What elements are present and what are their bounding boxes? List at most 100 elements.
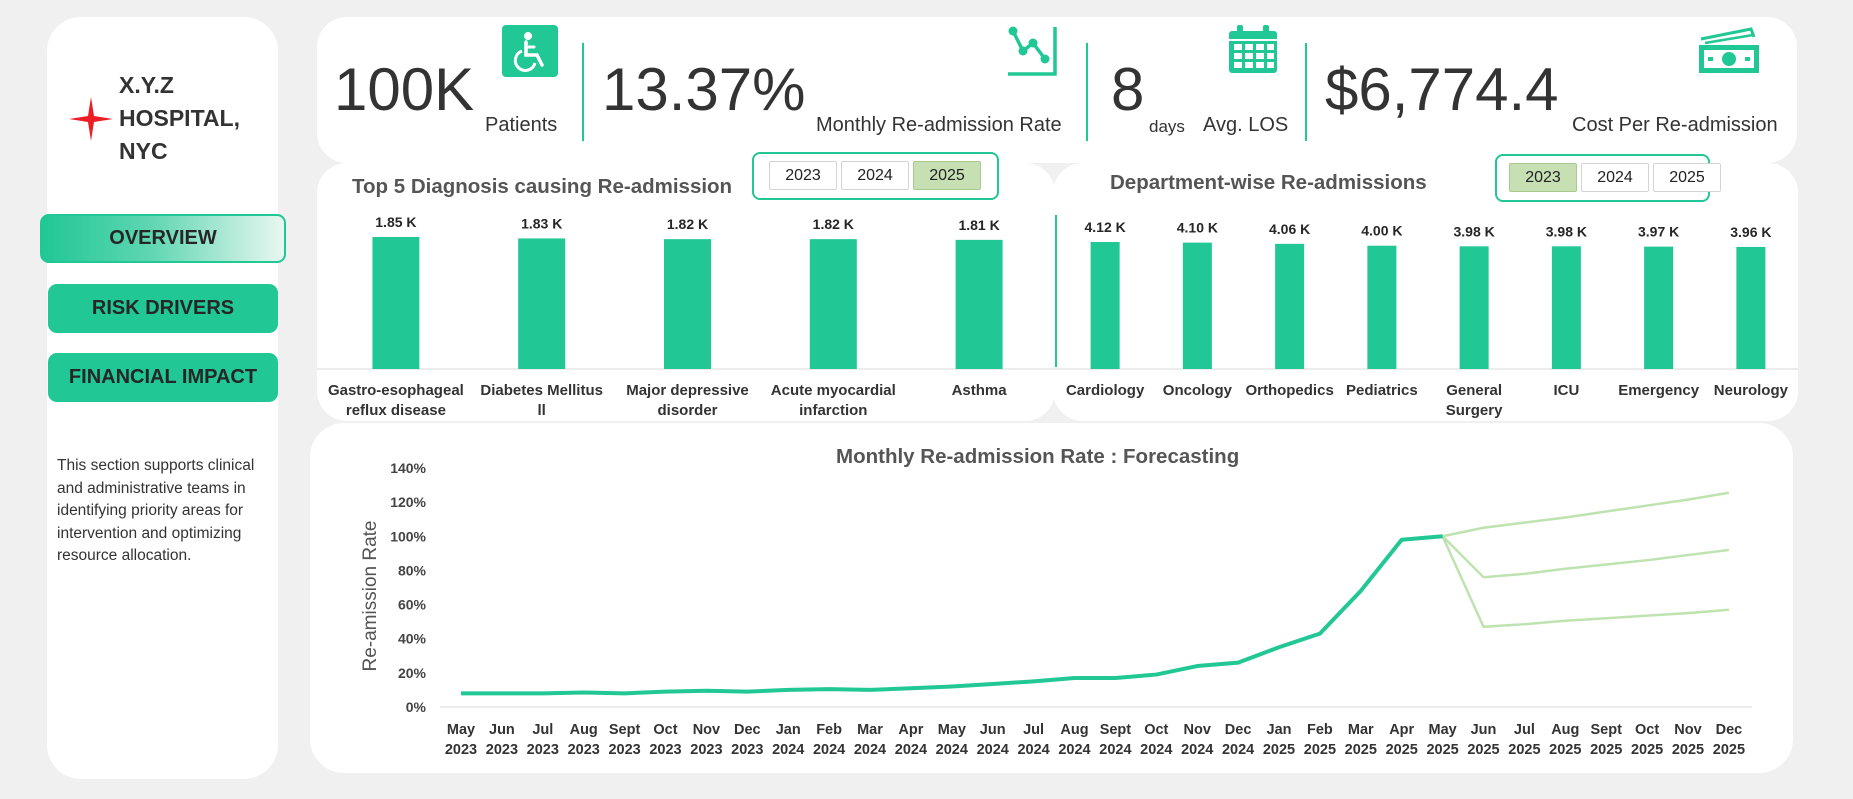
x-tick-month: Aug xyxy=(1551,722,1579,738)
x-tick-month: Jun xyxy=(1471,722,1497,738)
bar[interactable] xyxy=(1736,246,1766,369)
bar-data-label: 1.82 K xyxy=(813,216,854,232)
x-tick-year: 2023 xyxy=(486,742,518,758)
sidebar: X.Y.Z HOSPITAL, NYC OVERVIEW RISK DRIVER… xyxy=(40,17,286,779)
x-tick-month: Mar xyxy=(1348,722,1374,738)
category-label: reflux disease xyxy=(346,402,446,419)
readmission-rate-label: Monthly Re-admission Rate xyxy=(816,114,1062,136)
forecast-lower-bound-line xyxy=(1441,535,1730,629)
x-tick-year: 2023 xyxy=(649,742,681,758)
department-slicer-2025[interactable]: 2025 xyxy=(1653,163,1721,192)
x-tick-month: Sept xyxy=(609,722,641,738)
category-label: Surgery xyxy=(1446,402,1503,419)
x-tick-year: 2025 xyxy=(1713,742,1745,758)
department-bar-chart: 4.12 K Cardiology 4.10 K Oncology 4.06 K Orth… xyxy=(1053,215,1798,419)
diagnosis-year-slicer: 2023 2024 2025 xyxy=(752,152,999,200)
diagnosis-slicer-2024[interactable]: 2024 xyxy=(841,161,909,190)
x-tick-year: 2024 xyxy=(1181,742,1213,758)
x-tick-year: 2024 xyxy=(895,742,927,758)
patients-value: 100K xyxy=(334,56,475,123)
x-tick-month: Nov xyxy=(693,722,720,738)
bar[interactable] xyxy=(1182,242,1212,369)
x-tick-year: 2024 xyxy=(772,742,804,758)
x-tick-month: Apr xyxy=(898,722,923,738)
avg-los-unit: days xyxy=(1149,117,1185,136)
diagnosis-chart-title: Top 5 Diagnosis causing Re-admission xyxy=(352,175,733,198)
x-tick-month: Oct xyxy=(1144,722,1168,738)
bar[interactable] xyxy=(1090,242,1120,369)
y-tick-label: 140% xyxy=(390,460,426,476)
x-tick-month: Aug xyxy=(570,722,598,738)
x-tick-month: Sept xyxy=(1100,722,1132,738)
nav-overview-button[interactable]: OVERVIEW xyxy=(40,214,286,263)
diagnosis-slicer-2023[interactable]: 2023 xyxy=(769,161,837,190)
diagnosis-bar-chart: 1.85 K Gastro-esophageal reflux disease 1.8… xyxy=(317,214,1055,419)
kpi-bar: 100K Patients 13.37% Monthly Re-admissio… xyxy=(317,17,1797,163)
bar[interactable] xyxy=(372,237,420,369)
x-tick-month: Nov xyxy=(1183,722,1210,738)
y-tick-label: 60% xyxy=(398,597,427,613)
hospital-star-logo-icon xyxy=(69,97,113,141)
department-chart-panel: Department-wise Re-admissions 2023 2024 … xyxy=(1053,154,1798,421)
y-tick-label: 100% xyxy=(390,528,426,544)
bar[interactable] xyxy=(1644,246,1674,369)
forecast-chart-title: Monthly Re-admission Rate : Forecasting xyxy=(836,445,1240,468)
category-label: General xyxy=(1446,382,1502,399)
bar-data-label: 4.00 K xyxy=(1361,223,1402,239)
bar-data-label: 3.97 K xyxy=(1638,224,1679,240)
bar-data-label: 4.12 K xyxy=(1085,219,1126,235)
bar[interactable] xyxy=(1551,246,1581,369)
x-tick-month: Apr xyxy=(1389,722,1414,738)
x-tick-year: 2024 xyxy=(854,742,886,758)
x-tick-month: Feb xyxy=(816,722,842,738)
bar-data-label: 1.85 K xyxy=(375,214,416,230)
x-tick-year: 2025 xyxy=(1508,742,1540,758)
category-label: Asthma xyxy=(952,382,1008,399)
x-tick-month: Dec xyxy=(1716,722,1743,738)
x-tick-year: 2024 xyxy=(1058,742,1090,758)
x-tick-month: Jun xyxy=(980,722,1006,738)
x-tick-month: Jul xyxy=(1023,722,1044,738)
bar[interactable] xyxy=(955,239,1003,369)
forecast-line xyxy=(1442,491,1730,538)
x-tick-year: 2024 xyxy=(1099,742,1131,758)
x-tick-month: Nov xyxy=(1674,722,1701,738)
bar-data-label: 4.10 K xyxy=(1177,220,1218,236)
diagnosis-slicer-2025[interactable]: 2025 xyxy=(913,161,981,190)
y-tick-label: 80% xyxy=(398,562,427,578)
x-tick-year: 2023 xyxy=(690,742,722,758)
x-tick-month: Jul xyxy=(532,722,553,738)
category-label: ll xyxy=(538,402,546,419)
bar[interactable] xyxy=(809,239,857,369)
x-tick-year: 2023 xyxy=(445,742,477,758)
category-label: Cardiology xyxy=(1066,382,1145,399)
kpi-divider xyxy=(1305,43,1307,141)
x-tick-month: Aug xyxy=(1060,722,1088,738)
bar[interactable] xyxy=(1367,245,1397,369)
money-icon xyxy=(1699,27,1759,73)
x-tick-year: 2024 xyxy=(936,742,968,758)
x-tick-month: Jul xyxy=(1514,722,1535,738)
nav-risk-drivers-button[interactable]: RISK DRIVERS xyxy=(48,284,278,333)
nav-financial-impact-button[interactable]: FINANCIAL IMPACT xyxy=(48,353,278,402)
bar[interactable] xyxy=(1275,243,1305,369)
department-slicer-2023[interactable]: 2023 xyxy=(1509,163,1577,192)
category-label: Diabetes Mellitus xyxy=(480,382,603,399)
bar[interactable] xyxy=(1459,246,1489,369)
bar[interactable] xyxy=(518,238,566,369)
x-tick-year: 2025 xyxy=(1263,742,1295,758)
calendar-icon xyxy=(1229,25,1277,73)
category-label: Oncology xyxy=(1163,382,1233,399)
bar[interactable] xyxy=(664,239,711,369)
y-tick-label: 0% xyxy=(406,699,427,715)
department-slicer-2024[interactable]: 2024 xyxy=(1581,163,1649,192)
bar-data-label: 1.82 K xyxy=(667,216,708,232)
x-tick-year: 2024 xyxy=(1017,742,1049,758)
category-label: infarction xyxy=(799,402,867,419)
x-tick-year: 2025 xyxy=(1345,742,1377,758)
x-tick-month: Feb xyxy=(1307,722,1333,738)
category-label: Major depressive xyxy=(626,382,749,399)
category-label: Neurology xyxy=(1714,382,1789,399)
x-tick-year: 2024 xyxy=(977,742,1009,758)
x-tick-year: 2023 xyxy=(568,742,600,758)
